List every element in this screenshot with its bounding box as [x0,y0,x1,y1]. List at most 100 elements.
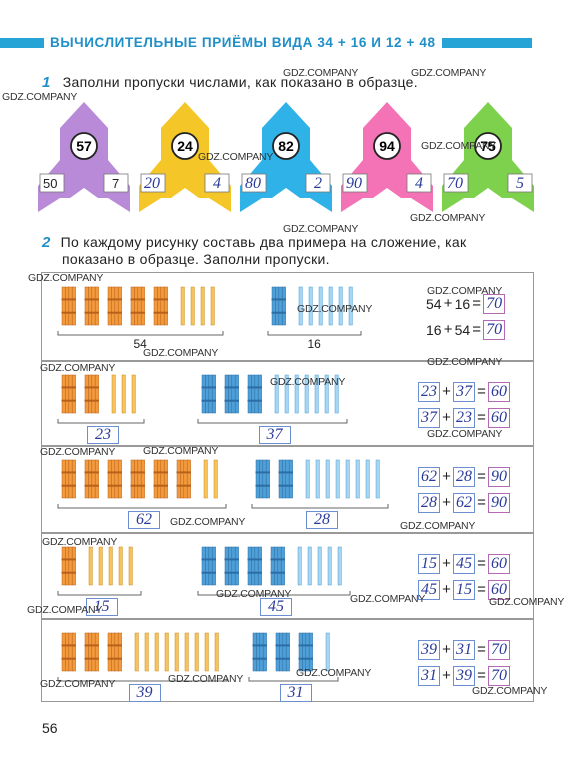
rocket-right-value: 5 [516,175,524,192]
page-number: 56 [42,720,58,736]
watermark-text: GDZ.COMPANY [198,151,274,163]
single-stick [118,546,123,586]
rocket-top-number: 57 [76,138,92,154]
group-bracket [251,504,389,509]
answer-box-orange[interactable]: 39 [128,684,161,702]
single-stick [327,546,332,586]
rocket-left-value: 70 [447,175,463,192]
rocket-left-value: 20 [144,175,160,192]
addend-a-box[interactable]: 39 [418,640,440,661]
addend-b-box[interactable]: 15 [453,580,475,601]
answer-box-orange[interactable]: 62 [128,511,160,529]
single-stick [375,459,380,499]
addend-b-box[interactable]: 37 [453,382,475,403]
single-stick [325,459,330,499]
equals-sign: = [477,383,486,401]
group-bracket [197,419,348,424]
result-box[interactable]: 60 [488,580,510,601]
group-bracket [57,419,145,424]
rocket-left-value: 90 [346,175,362,192]
plus-sign: + [442,641,451,659]
equation-eq1: 54 +16 = 70 [426,293,506,315]
watermark-text: GDZ.COMPANY [170,516,246,528]
equation-eq1: 23 +37 = 60 [418,381,510,403]
watermark-text: GDZ.COMPANY [42,536,118,548]
rocket-left-box [342,173,368,193]
sticks-drawing [57,459,389,509]
single-stick [318,286,323,326]
answer-box-blue[interactable]: 28 [306,511,338,529]
rocket-right-value: 4 [415,175,423,192]
watermark-text: GDZ.COMPANY [427,356,503,368]
sticks-drawing [57,546,351,596]
answer-box-blue[interactable]: 37 [258,426,291,444]
watermark-text: GDZ.COMPANY [216,588,292,600]
single-stick [154,632,159,672]
single-stick [355,459,360,499]
result-box[interactable]: 70 [483,320,506,341]
addend-a-box[interactable]: 62 [418,467,440,488]
plus-sign: + [442,468,451,486]
group-label-orange: 54 [133,337,147,351]
watermark-text: GDZ.COMPANY [410,212,486,224]
result-box[interactable]: 70 [488,640,510,661]
single-stick [121,374,126,414]
single-stick [98,546,103,586]
single-stick [190,286,195,326]
rocket: 24 20 4 [139,102,231,212]
answer-box-blue[interactable]: 31 [279,684,312,702]
single-stick [274,374,279,414]
rocket-right-box [406,173,432,193]
addend-a-box[interactable]: 23 [418,382,440,403]
addend-b-box[interactable]: 45 [453,554,475,575]
result-box[interactable]: 70 [483,294,506,315]
rocket-right-value: 4 [213,175,221,192]
single-stick [131,374,136,414]
equals-sign: = [477,494,486,512]
sticks-drawing [57,632,339,682]
addend-b-box[interactable]: 28 [453,467,475,488]
group-label-blue: 16 [307,337,321,351]
result-box[interactable]: 90 [488,493,510,514]
addend-b-box[interactable]: 23 [453,408,475,429]
stick-bundle [298,632,313,672]
watermark-text: GDZ.COMPANY [427,428,503,440]
plus-sign: + [442,581,451,599]
single-stick [365,459,370,499]
rocket-left-box [140,173,166,193]
answer-box-orange[interactable]: 15 [85,598,118,616]
result-box[interactable]: 60 [488,382,510,403]
equation-eq1: 15 +45 = 60 [418,553,510,575]
addend-a-box[interactable]: 37 [418,408,440,429]
single-stick [164,632,169,672]
result-box[interactable]: 90 [488,467,510,488]
single-stick [284,374,289,414]
addend-a-box[interactable]: 15 [418,554,440,575]
task-2-number: 2 [42,234,51,251]
addend-a-box[interactable]: 45 [418,580,440,601]
addend-a-box[interactable]: 28 [418,493,440,514]
watermark-text: GDZ.COMPANY [28,272,104,284]
equation-eq2: 37 +23 = 60 [418,407,510,429]
watermark-text: GDZ.COMPANY [421,140,497,152]
group-bracket [57,504,227,509]
addend-b-box[interactable]: 39 [453,666,475,687]
addend-b-box[interactable]: 31 [453,640,475,661]
single-stick [203,459,208,499]
single-stick [348,286,353,326]
result-box[interactable]: 70 [488,666,510,687]
answer-box-orange[interactable]: 23 [87,426,119,444]
plus-sign: + [442,494,451,512]
result-box[interactable]: 60 [488,408,510,429]
addend-b: 54 [454,322,471,339]
stick-bundle [84,459,99,499]
result-box[interactable]: 60 [488,554,510,575]
addend-b-box[interactable]: 62 [453,493,475,514]
answer-box-blue[interactable]: 45 [260,598,292,616]
rocket-top-number: 24 [177,138,193,154]
stick-bundle [107,632,122,672]
watermark-text: GDZ.COMPANY [40,678,116,690]
single-stick [307,546,312,586]
single-stick [337,546,342,586]
addend-a-box[interactable]: 31 [418,666,440,687]
